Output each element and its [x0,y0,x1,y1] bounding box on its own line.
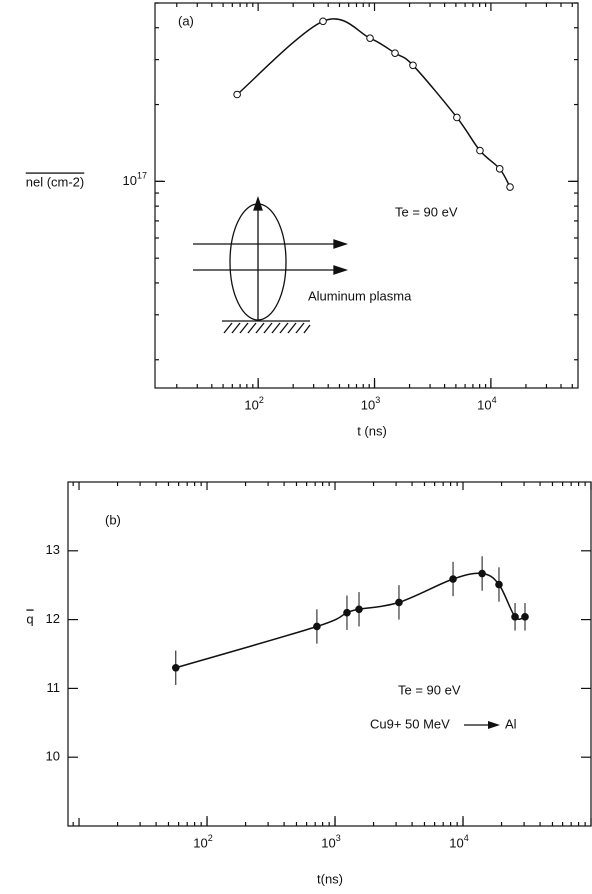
plot-frame [154,2,579,389]
y-axis-label: q [26,611,33,626]
y-tick-label: 1017 [123,171,147,188]
x-tick-label: 104 [449,833,468,850]
data-point [395,598,403,607]
data-point [391,49,399,57]
annotation: (a) [178,13,194,28]
data-point [506,183,514,191]
y-tick-label: 12 [46,611,60,626]
plot-frame [67,481,592,827]
data-point [171,663,180,672]
y-tick-label: 11 [47,680,61,695]
data-point [355,605,363,614]
data-point [511,613,519,621]
y-axis-label: nel (cm-2) [26,174,85,189]
data-point [478,569,486,578]
curve [236,18,511,188]
x-tick-label: 102 [193,833,212,850]
y-tick-label: 13 [46,542,60,557]
annotation: 50 MeV [405,716,450,731]
data-point [366,34,374,42]
x-tick-label: 102 [244,395,263,412]
annotation: Al [505,716,517,731]
data-point [495,580,503,589]
curve [175,572,526,669]
x-tick-label: 103 [361,395,380,412]
data-point [449,575,457,583]
x-tick-label: 104 [477,395,496,412]
y-tick-label: 10 [46,749,60,764]
data-point [495,165,504,173]
data-point [313,622,321,631]
data-point [476,146,484,155]
data-point [343,608,351,617]
annotation: (b) [105,512,121,527]
data-point [453,113,461,122]
x-axis-label: t(ns) [317,871,343,886]
x-axis-label: t (ns) [357,423,387,438]
data-point [409,61,417,70]
plasma-sketch [193,195,349,334]
data-point [521,613,529,621]
annotation: Aluminum plasma [308,288,412,303]
data-point [319,17,327,26]
annotation: Te = 90 eV [395,204,458,219]
data-point [233,90,241,99]
annotation: Cu9+ [370,716,401,731]
annotation: Te = 90 eV [398,682,461,697]
x-tick-label: 103 [321,833,340,850]
cu-arrow [464,721,500,729]
